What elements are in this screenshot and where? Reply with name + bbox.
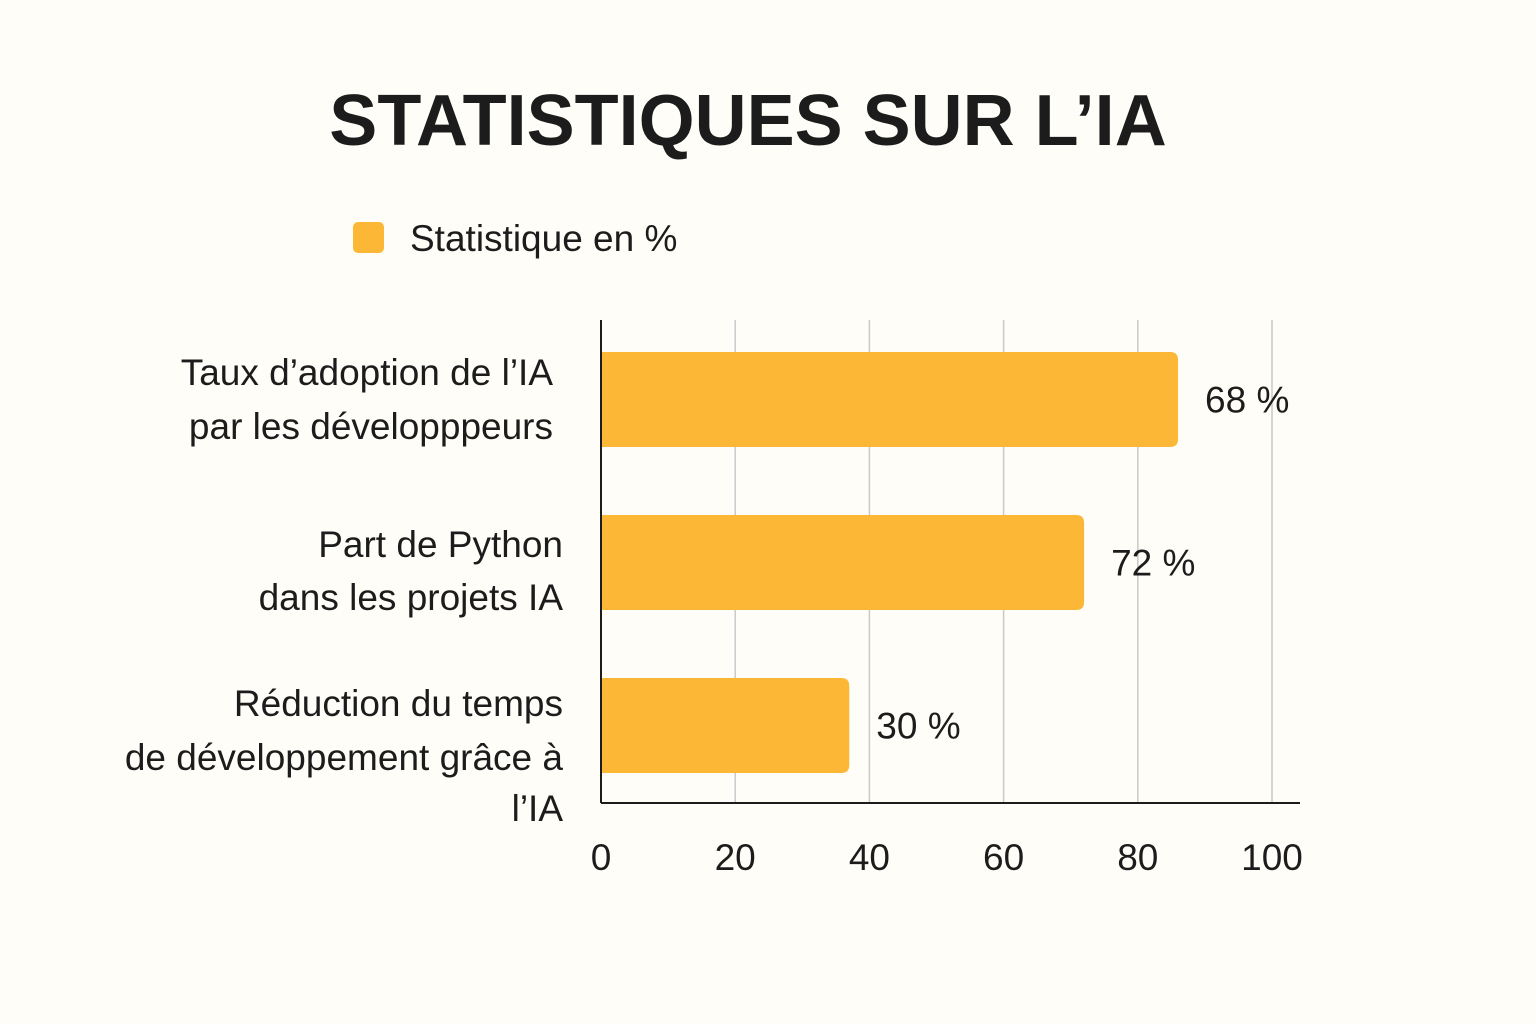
chart-title: STATISTIQUES SUR L’IA — [329, 81, 1166, 161]
data-label: 30 % — [876, 706, 960, 747]
legend-label: Statistique en % — [410, 218, 677, 259]
category-label: de développement grâce à — [125, 737, 564, 778]
category-label: Taux d’adoption de l’IA — [181, 352, 554, 393]
x-tick-label: 0 — [591, 837, 612, 878]
data-label: 68 % — [1205, 380, 1289, 421]
x-tick-label: 80 — [1117, 837, 1158, 878]
bar — [601, 515, 1085, 610]
data-label: 72 % — [1111, 543, 1195, 584]
legend-swatch — [353, 222, 384, 253]
category-label: Réduction du temps — [234, 683, 563, 724]
x-tick-label: 40 — [849, 837, 890, 878]
category-label: dans les projets IA — [259, 577, 564, 618]
bar — [601, 352, 1179, 447]
x-tick-label: 60 — [983, 837, 1024, 878]
x-tick-label: 100 — [1241, 837, 1303, 878]
category-label: par les développpeurs — [189, 406, 553, 447]
bar — [601, 678, 850, 773]
x-tick-label: 20 — [715, 837, 756, 878]
category-label: l’IA — [512, 788, 564, 829]
category-label: Part de Python — [318, 524, 563, 565]
